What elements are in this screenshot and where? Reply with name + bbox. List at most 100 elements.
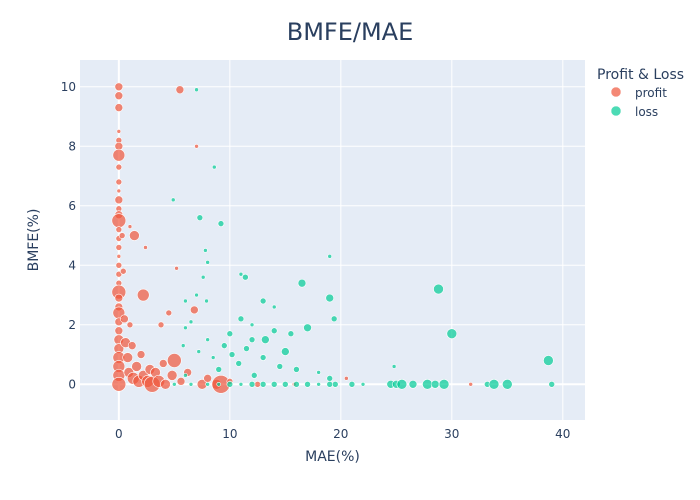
- data-point-loss[interactable]: [228, 351, 236, 358]
- data-point-profit[interactable]: [157, 321, 165, 329]
- data-point-profit[interactable]: [116, 254, 122, 259]
- data-point-loss[interactable]: [188, 381, 194, 387]
- data-point-profit[interactable]: [114, 326, 124, 336]
- data-point-profit[interactable]: [115, 244, 123, 251]
- data-point-loss[interactable]: [248, 336, 256, 343]
- data-point-profit[interactable]: [115, 261, 123, 269]
- data-point-profit[interactable]: [114, 82, 124, 92]
- data-point-loss[interactable]: [327, 254, 333, 259]
- data-point-loss[interactable]: [217, 220, 225, 227]
- data-point-profit[interactable]: [119, 267, 127, 275]
- data-point-profit[interactable]: [165, 309, 173, 317]
- data-point-profit[interactable]: [122, 352, 134, 363]
- data-point-loss[interactable]: [330, 315, 338, 323]
- data-point-loss[interactable]: [216, 381, 222, 387]
- data-point-loss[interactable]: [210, 355, 216, 360]
- data-point-loss[interactable]: [205, 381, 210, 387]
- data-point-profit[interactable]: [129, 230, 140, 241]
- data-point-loss[interactable]: [408, 379, 418, 389]
- data-point-loss[interactable]: [303, 323, 312, 333]
- data-point-loss[interactable]: [304, 380, 311, 388]
- data-point-loss[interactable]: [543, 355, 554, 366]
- data-point-profit[interactable]: [111, 213, 127, 228]
- data-point-loss[interactable]: [433, 283, 444, 295]
- data-point-profit[interactable]: [160, 378, 171, 390]
- data-point-loss[interactable]: [235, 360, 243, 367]
- data-point-loss[interactable]: [360, 381, 366, 387]
- data-point-profit[interactable]: [114, 293, 124, 303]
- data-point-loss[interactable]: [248, 380, 256, 388]
- data-point-profit[interactable]: [114, 91, 124, 101]
- data-point-profit[interactable]: [116, 129, 122, 134]
- data-point-loss[interactable]: [438, 378, 450, 390]
- data-point-profit[interactable]: [120, 314, 129, 324]
- legend-item-loss[interactable]: loss: [610, 105, 658, 119]
- data-point-loss[interactable]: [293, 366, 300, 373]
- legend-item-profit[interactable]: profit: [610, 86, 667, 100]
- data-point-profit[interactable]: [115, 178, 123, 186]
- data-point-loss[interactable]: [282, 380, 289, 388]
- data-point-profit[interactable]: [194, 143, 199, 149]
- data-point-loss[interactable]: [180, 343, 186, 348]
- data-point-loss[interactable]: [205, 337, 210, 342]
- data-point-loss[interactable]: [488, 378, 500, 390]
- data-point-profit[interactable]: [118, 232, 126, 239]
- data-point-loss[interactable]: [172, 381, 177, 387]
- data-point-loss[interactable]: [249, 322, 255, 328]
- data-point-loss[interactable]: [270, 380, 278, 388]
- data-point-loss[interactable]: [316, 370, 321, 375]
- data-point-loss[interactable]: [203, 248, 208, 253]
- data-point-profit[interactable]: [115, 163, 123, 171]
- data-point-profit[interactable]: [116, 188, 122, 194]
- data-point-loss[interactable]: [502, 378, 513, 390]
- data-point-loss[interactable]: [326, 380, 334, 388]
- data-point-loss[interactable]: [297, 278, 307, 288]
- data-point-profit[interactable]: [126, 321, 134, 329]
- data-point-profit[interactable]: [136, 350, 146, 359]
- data-point-loss[interactable]: [238, 271, 244, 277]
- data-point-loss[interactable]: [226, 330, 234, 338]
- data-point-loss[interactable]: [270, 327, 278, 335]
- data-point-loss[interactable]: [293, 380, 300, 388]
- data-point-profit[interactable]: [254, 380, 261, 388]
- data-point-loss[interactable]: [430, 379, 440, 389]
- data-point-profit[interactable]: [203, 374, 212, 383]
- data-point-loss[interactable]: [287, 330, 295, 338]
- data-point-profit[interactable]: [174, 265, 179, 271]
- data-point-loss[interactable]: [196, 349, 202, 354]
- data-point-loss[interactable]: [196, 214, 204, 221]
- data-point-loss[interactable]: [242, 273, 249, 281]
- data-point-profit[interactable]: [114, 103, 124, 112]
- data-point-profit[interactable]: [127, 224, 133, 229]
- data-point-loss[interactable]: [446, 328, 458, 340]
- data-point-loss[interactable]: [200, 274, 206, 280]
- data-point-loss[interactable]: [194, 292, 199, 298]
- data-point-profit[interactable]: [158, 359, 168, 368]
- data-point-loss[interactable]: [391, 364, 397, 369]
- data-point-loss[interactable]: [331, 380, 339, 388]
- data-point-loss[interactable]: [316, 381, 321, 387]
- data-point-profit[interactable]: [468, 381, 473, 387]
- data-point-loss[interactable]: [259, 297, 267, 305]
- data-point-loss[interactable]: [348, 380, 356, 388]
- data-point-profit[interactable]: [136, 288, 150, 302]
- data-point-loss[interactable]: [183, 298, 188, 304]
- data-point-loss[interactable]: [215, 366, 223, 373]
- data-point-loss[interactable]: [205, 260, 210, 265]
- data-point-loss[interactable]: [259, 354, 267, 361]
- data-point-loss[interactable]: [243, 345, 250, 352]
- data-point-loss[interactable]: [194, 87, 199, 93]
- data-point-loss[interactable]: [204, 298, 209, 304]
- data-point-profit[interactable]: [112, 148, 126, 162]
- data-point-loss[interactable]: [226, 380, 234, 388]
- data-point-profit[interactable]: [111, 376, 127, 392]
- data-point-profit[interactable]: [131, 361, 142, 372]
- data-point-loss[interactable]: [281, 347, 290, 356]
- data-point-loss[interactable]: [183, 325, 188, 331]
- data-point-loss[interactable]: [188, 319, 194, 325]
- data-point-loss[interactable]: [183, 373, 188, 378]
- data-point-loss[interactable]: [276, 363, 284, 370]
- data-point-profit[interactable]: [114, 195, 124, 205]
- data-point-profit[interactable]: [175, 85, 185, 95]
- data-point-loss[interactable]: [326, 375, 334, 382]
